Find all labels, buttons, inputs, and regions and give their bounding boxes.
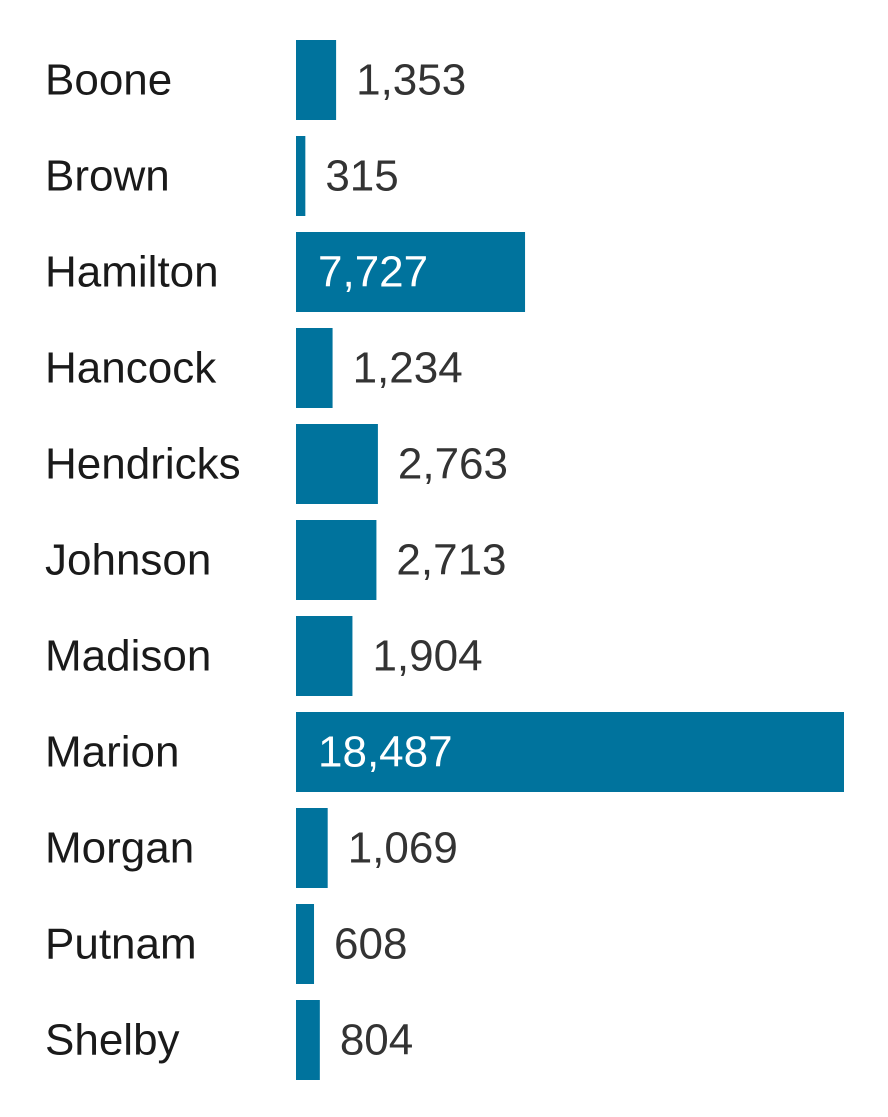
value-label: 1,234: [353, 344, 463, 393]
category-label: Hancock: [45, 344, 217, 393]
bar: [296, 520, 377, 600]
bar: [296, 136, 306, 216]
bar-row: Johnson 2,713: [45, 520, 507, 600]
bar: [296, 808, 328, 888]
bar-row: Boone 1,353: [45, 40, 466, 120]
bar-row: Shelby 804: [45, 1000, 413, 1080]
value-label: 7,727: [318, 248, 428, 297]
bar-row: Madison 1,904: [45, 616, 483, 696]
value-label: 1,069: [348, 824, 458, 873]
category-label: Morgan: [45, 824, 194, 873]
bar-row: Morgan 1,069: [45, 808, 458, 888]
bar: [296, 712, 844, 792]
value-label: 18,487: [318, 728, 453, 777]
value-label: 2,713: [396, 536, 506, 585]
bar-row: Hancock 1,234: [45, 328, 463, 408]
value-label: 1,904: [372, 632, 482, 681]
value-label: 315: [325, 152, 398, 201]
bar: [296, 40, 337, 120]
value-label: 2,763: [398, 440, 508, 489]
bar-row: Hendricks 2,763: [45, 424, 508, 504]
bar: [296, 232, 526, 312]
category-label: Brown: [45, 152, 170, 201]
category-label: Shelby: [45, 1016, 180, 1065]
category-label: Marion: [45, 728, 180, 777]
category-label: Hendricks: [45, 440, 241, 489]
bar: [296, 1000, 320, 1080]
bar-row: Hamilton 7,727: [45, 232, 526, 312]
bar: [296, 904, 315, 984]
bar-row: Putnam 608: [45, 904, 407, 984]
bar: [296, 328, 333, 408]
bar: [296, 616, 353, 696]
value-label: 608: [334, 920, 407, 969]
value-label: 804: [340, 1016, 413, 1065]
category-label: Boone: [45, 56, 172, 105]
category-label: Hamilton: [45, 248, 219, 297]
bar-row: Brown 315: [45, 136, 399, 216]
category-label: Madison: [45, 632, 211, 681]
value-label: 1,353: [356, 56, 466, 105]
bar: [296, 424, 378, 504]
category-label: Johnson: [45, 536, 211, 585]
bar-row: Marion 18,487: [45, 712, 844, 792]
category-label: Putnam: [45, 920, 197, 969]
